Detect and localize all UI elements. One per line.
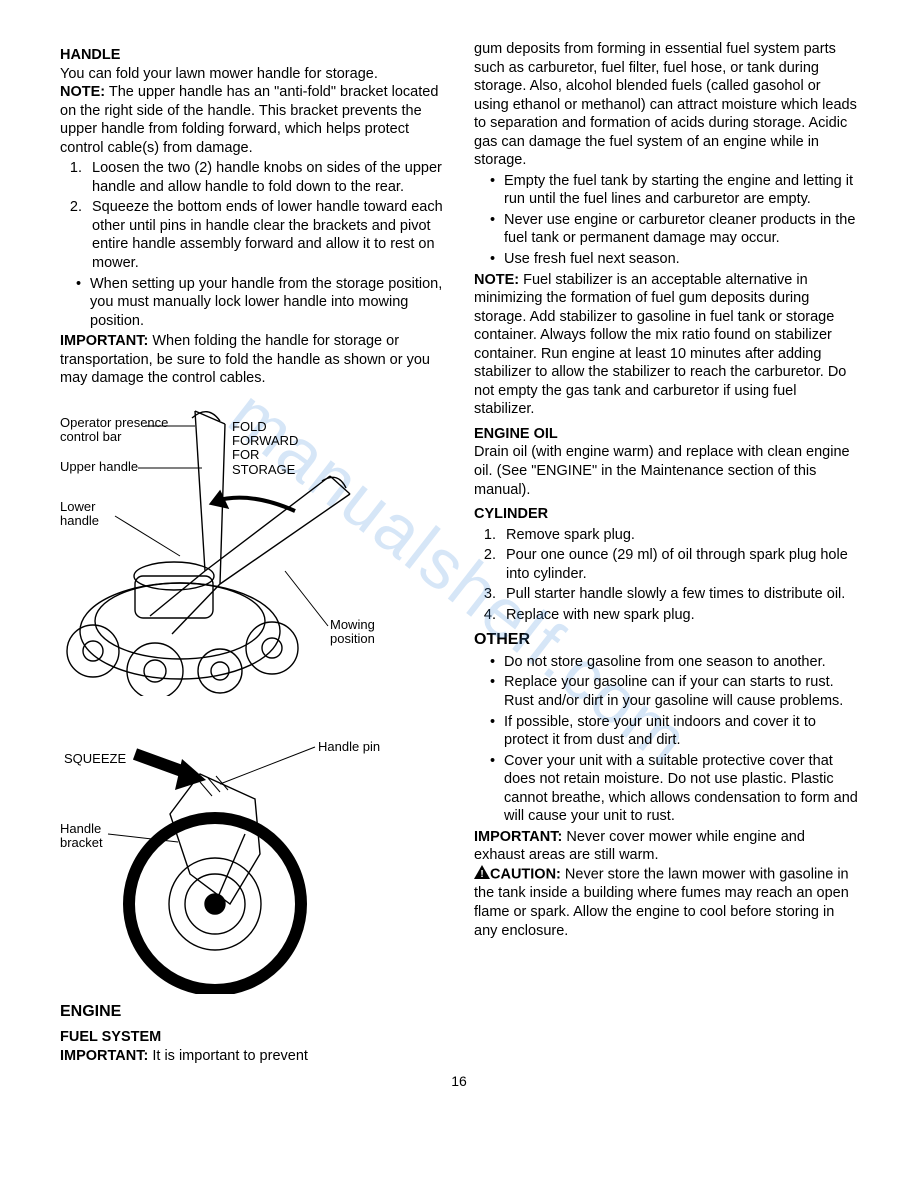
list-item: Replace your gasoline can if your can st… (490, 673, 858, 710)
list-item: Use fresh fuel next season. (490, 250, 858, 269)
label-handle-bracket: Handle bracket (60, 822, 103, 851)
list-item: If possible, store your unit indoors and… (490, 713, 858, 750)
gum-deposits-para: gum deposits from forming in essential f… (474, 40, 858, 170)
label-mowing-position: Mowing position (330, 618, 375, 647)
handle-bullet-list: When setting up your handle from the sto… (60, 275, 444, 331)
caution-label: CAUTION: (490, 867, 561, 883)
list-item: Never use engine or carburetor cleaner p… (490, 211, 858, 248)
fuel-system-heading: FUEL SYSTEM (60, 1028, 444, 1047)
caution-icon: ! (474, 865, 490, 885)
list-item: Do not store gasoline from one season to… (490, 653, 858, 672)
list-item: When setting up your handle from the sto… (76, 275, 444, 331)
fuel-important-line: IMPORTANT: It is important to prevent (60, 1047, 444, 1066)
figure-wheel-bracket: SQUEEZE Handle pin Handle bracket (60, 704, 444, 994)
handle-important: IMPORTANT: When folding the handle for s… (60, 332, 444, 388)
left-column: HANDLE You can fold your lawn mower hand… (60, 40, 444, 1065)
fuel-note-text: Fuel stabilizer is an acceptable alterna… (474, 272, 846, 418)
list-item: Remove spark plug. (500, 526, 858, 545)
label-lower-handle: Lower handle (60, 500, 99, 529)
handle-intro: You can fold your lawn mower handle for … (60, 65, 444, 84)
handle-steps-list: Loosen the two (2) handle knobs on sides… (60, 159, 444, 272)
important-label: IMPORTANT: (60, 333, 148, 349)
engine-oil-para: Drain oil (with engine warm) and replace… (474, 443, 858, 499)
label-squeeze: SQUEEZE (64, 752, 126, 766)
fuel-important-text: It is important to prevent (148, 1048, 308, 1064)
other-heading: OTHER (474, 630, 858, 650)
label-handle-pin: Handle pin (318, 740, 380, 754)
cylinder-steps: Remove spark plug. Pour one ounce (29 ml… (474, 526, 858, 625)
important-label: IMPORTANT: (60, 1048, 148, 1064)
handle-note: NOTE: The upper handle has an "anti-fold… (60, 83, 444, 157)
other-important: IMPORTANT: Never cover mower while engin… (474, 828, 858, 865)
svg-text:!: ! (480, 869, 483, 879)
label-opc: Operator presence control bar (60, 416, 168, 445)
page-number: 16 (60, 1073, 858, 1091)
note-label: NOTE: (474, 272, 519, 288)
cylinder-heading: CYLINDER (474, 505, 858, 524)
important-label: IMPORTANT: (474, 829, 562, 845)
fuel-note: NOTE: Fuel stabilizer is an acceptable a… (474, 271, 858, 419)
handle-heading: HANDLE (60, 46, 444, 65)
right-column: gum deposits from forming in essential f… (474, 40, 858, 1065)
list-item: Replace with new spark plug. (500, 606, 858, 625)
list-item: Empty the fuel tank by starting the engi… (490, 172, 858, 209)
fuel-bullets: Empty the fuel tank by starting the engi… (474, 172, 858, 269)
caution-line: ! CAUTION: Never store the lawn mower wi… (474, 865, 858, 940)
list-item: Pull starter handle slowly a few times t… (500, 585, 858, 604)
list-item: Pour one ounce (29 ml) of oil through sp… (500, 546, 858, 583)
other-bullets: Do not store gasoline from one season to… (474, 653, 858, 826)
label-fold-forward: FOLD FORWARD FOR STORAGE (232, 420, 298, 477)
figure-mower-handle: Operator presence control bar Upper hand… (60, 396, 444, 696)
label-upper-handle: Upper handle (60, 460, 138, 474)
list-item: Squeeze the bottom ends of lower handle … (86, 198, 444, 272)
engine-oil-heading: ENGINE OIL (474, 425, 858, 444)
list-item: Cover your unit with a suitable protecti… (490, 752, 858, 826)
handle-note-text: The upper handle has an "anti-fold" brac… (60, 84, 438, 156)
page-columns: HANDLE You can fold your lawn mower hand… (60, 40, 858, 1065)
note-label: NOTE: (60, 84, 105, 100)
list-item: Loosen the two (2) handle knobs on sides… (86, 159, 444, 196)
engine-heading: ENGINE (60, 1002, 444, 1022)
